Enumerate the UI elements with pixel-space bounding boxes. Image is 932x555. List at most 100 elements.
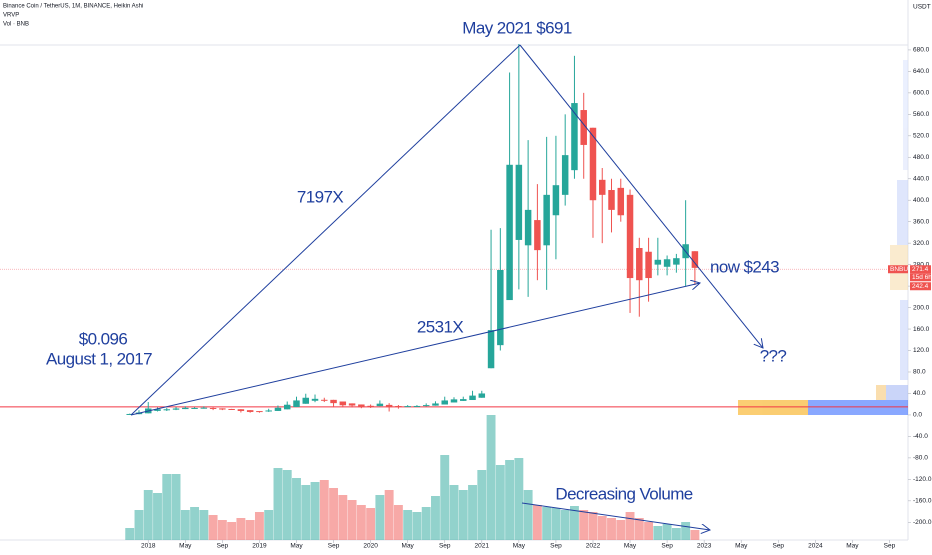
- x-tick-label: May: [735, 543, 748, 550]
- x-tick-label: 2024: [808, 543, 823, 550]
- symbol-tag: BNBUSDT: [890, 266, 921, 273]
- volume-bar: [690, 530, 700, 540]
- volume-bar: [495, 465, 505, 540]
- candle-body: [219, 408, 226, 410]
- y-tick-label: 200.0: [913, 304, 930, 311]
- profile-block: [897, 180, 908, 290]
- y-tick-label: 120.0: [913, 347, 930, 354]
- candle-body: [182, 407, 189, 410]
- candle-body: [321, 399, 328, 401]
- volume-bar: [616, 520, 626, 540]
- x-tick-label: May: [290, 543, 303, 550]
- volume-bar: [217, 520, 227, 540]
- volume-bar: [588, 512, 598, 540]
- trend-line: [130, 283, 700, 416]
- candle-body: [283, 404, 291, 410]
- y-tick-label: -160.0: [913, 498, 932, 505]
- y-tick-label: 480.0: [913, 154, 930, 161]
- volume-bar: [449, 485, 459, 540]
- candle-body: [209, 407, 217, 409]
- volume-bar: [644, 522, 654, 540]
- y-tick-label: 0.0: [913, 412, 922, 419]
- plot-area: [0, 44, 908, 540]
- annotation: $0.096: [79, 329, 128, 348]
- x-tick-label: 2023: [697, 543, 712, 550]
- volume-bar: [597, 516, 607, 540]
- y-tick-label: -200.0: [913, 519, 932, 526]
- candle-body: [469, 395, 476, 401]
- low-price-tag-bg: [910, 282, 931, 291]
- volume-bar: [273, 468, 283, 540]
- volume-bar: [171, 474, 181, 540]
- profile-block: [900, 300, 908, 380]
- candle-body: [339, 401, 347, 406]
- volume-bar: [458, 490, 468, 540]
- candle-body: [200, 407, 208, 409]
- candle-body: [376, 403, 384, 407]
- volume-bar: [579, 510, 589, 540]
- candle-body: [385, 404, 393, 408]
- volume-bar: [162, 474, 172, 540]
- volume-bar: [570, 506, 579, 540]
- candle-body: [506, 164, 513, 301]
- volume-bar: [671, 528, 681, 540]
- profile-block: [903, 60, 908, 170]
- volume-bar: [393, 505, 403, 540]
- indicator-label: VRVP: [3, 13, 19, 19]
- volume-bar: [143, 490, 153, 540]
- candle-body: [413, 405, 421, 407]
- axis-unit: USDT: [913, 4, 931, 11]
- candle-body: [358, 404, 365, 408]
- annotation: 2531X: [417, 317, 463, 336]
- volume-bar: [366, 508, 376, 540]
- volume-profile: [738, 60, 908, 415]
- volume-bar: [134, 510, 144, 540]
- trend-line: [130, 44, 521, 416]
- annotation: August 1, 2017: [46, 349, 152, 368]
- volume-bar: [514, 458, 524, 540]
- y-tick-label: 320.0: [913, 240, 930, 247]
- y-tick-label: 520.0: [913, 133, 930, 140]
- x-tick-label: Sep: [550, 543, 562, 550]
- volume-bar: [412, 512, 422, 540]
- candle-body: [302, 397, 309, 404]
- candle-body: [432, 403, 439, 406]
- candle-body: [126, 413, 133, 415]
- profile-block: [738, 400, 808, 415]
- volume-bar: [208, 515, 218, 540]
- x-tick-label: Sep: [217, 543, 229, 550]
- volume-bar: [625, 512, 635, 540]
- candle-body: [497, 270, 504, 346]
- last-price-tag-bg: [910, 265, 931, 274]
- volume-bar: [190, 507, 200, 540]
- trend-line: [519, 44, 763, 348]
- volume-bar: [653, 526, 663, 540]
- volume-bar: [245, 520, 255, 540]
- x-tick-label: Sep: [439, 543, 451, 550]
- volume-bar: [431, 496, 440, 540]
- volume-bar: [319, 480, 329, 540]
- candle-body: [330, 399, 337, 404]
- candle-body: [274, 407, 282, 411]
- chart-title: Binance Coin / TetherUS, 1M, BINANCE, He…: [3, 4, 143, 10]
- candle-body: [256, 411, 263, 413]
- volume-bar: [310, 482, 320, 540]
- candle-body: [543, 194, 550, 246]
- y-tick-label: 40.0: [913, 390, 926, 397]
- candle-body: [691, 251, 699, 268]
- x-tick-label: Sep: [772, 543, 784, 550]
- candle-body: [524, 209, 532, 246]
- volume-bar: [180, 510, 190, 540]
- x-tick-label: 2021: [475, 543, 490, 550]
- candle-body: [367, 405, 374, 407]
- volume-bar: [329, 488, 338, 540]
- y-tick-label: 680.0: [913, 47, 930, 54]
- countdown-tag-bg: [910, 273, 931, 282]
- annotations: May 2021 $691 7197X $0.096 August 1, 201…: [46, 18, 787, 530]
- candle-body: [311, 398, 319, 401]
- x-tick-label: May: [179, 543, 192, 550]
- volume-bar: [477, 470, 487, 540]
- candle-body: [571, 103, 578, 171]
